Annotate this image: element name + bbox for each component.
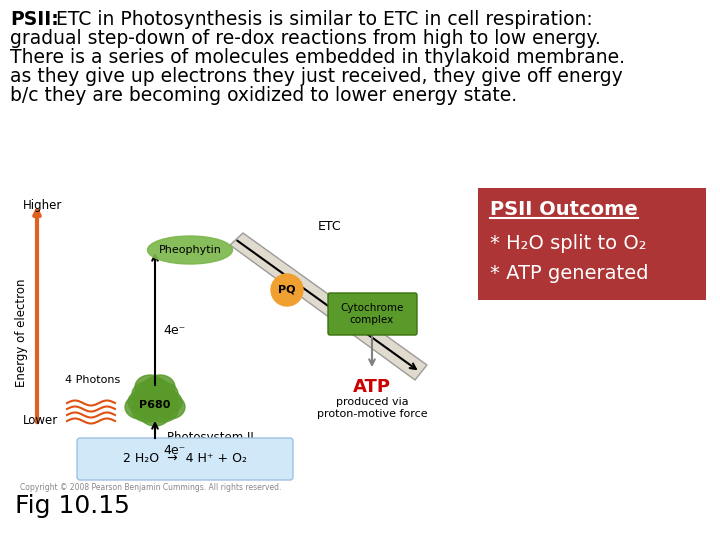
Text: gradual step-down of re-dox reactions from high to low energy.: gradual step-down of re-dox reactions fr…	[10, 29, 600, 48]
Ellipse shape	[148, 398, 178, 422]
Ellipse shape	[125, 395, 155, 419]
Text: There is a series of molecules embedded in thylakoid membrane.: There is a series of molecules embedded …	[10, 48, 625, 67]
Text: Photosystem II: Photosystem II	[166, 431, 253, 444]
FancyBboxPatch shape	[328, 293, 417, 335]
FancyBboxPatch shape	[77, 438, 293, 480]
Text: Pheophytin: Pheophytin	[158, 245, 222, 255]
Text: ETC in Photosynthesis is similar to ETC in cell respiration:: ETC in Photosynthesis is similar to ETC …	[50, 10, 593, 29]
Text: 4 Photons: 4 Photons	[65, 375, 120, 385]
Text: PSII Outcome: PSII Outcome	[490, 200, 638, 219]
Circle shape	[271, 274, 303, 306]
Text: PQ: PQ	[278, 285, 296, 295]
Text: Higher: Higher	[23, 199, 63, 212]
Ellipse shape	[155, 395, 185, 419]
Text: b/c they are becoming oxidized to lower energy state.: b/c they are becoming oxidized to lower …	[10, 86, 517, 105]
Text: ATP: ATP	[353, 378, 391, 396]
FancyBboxPatch shape	[478, 188, 706, 300]
Text: 4e⁻: 4e⁻	[163, 443, 185, 456]
Ellipse shape	[132, 382, 162, 406]
Text: Copyright © 2008 Pearson Benjamin Cummings. All rights reserved.: Copyright © 2008 Pearson Benjamin Cummin…	[20, 483, 282, 492]
Text: produced via
proton-motive force: produced via proton-motive force	[317, 397, 427, 418]
Ellipse shape	[140, 390, 170, 414]
Ellipse shape	[145, 375, 175, 399]
Text: * H₂O split to O₂: * H₂O split to O₂	[490, 234, 647, 253]
Ellipse shape	[152, 390, 182, 414]
Ellipse shape	[148, 236, 233, 264]
Ellipse shape	[135, 375, 165, 399]
Text: Lower: Lower	[23, 414, 58, 427]
Text: Cytochrome
complex: Cytochrome complex	[341, 303, 404, 325]
Ellipse shape	[132, 398, 162, 422]
Text: ETC: ETC	[318, 220, 342, 233]
Ellipse shape	[148, 382, 178, 406]
Text: 2 H₂O  →  4 H⁺ + O₂: 2 H₂O → 4 H⁺ + O₂	[123, 453, 247, 465]
Text: Energy of electron: Energy of electron	[16, 279, 29, 387]
Ellipse shape	[140, 402, 170, 426]
Ellipse shape	[128, 390, 158, 414]
Text: as they give up electrons they just received, they give off energy: as they give up electrons they just rece…	[10, 67, 623, 86]
Text: * ATP generated: * ATP generated	[490, 264, 649, 283]
Text: Fig 10.15: Fig 10.15	[15, 494, 130, 518]
Text: PSII:: PSII:	[10, 10, 59, 29]
Polygon shape	[230, 233, 427, 380]
Text: 4e⁻: 4e⁻	[163, 323, 185, 336]
Ellipse shape	[140, 378, 170, 402]
Text: P680: P680	[139, 400, 171, 410]
